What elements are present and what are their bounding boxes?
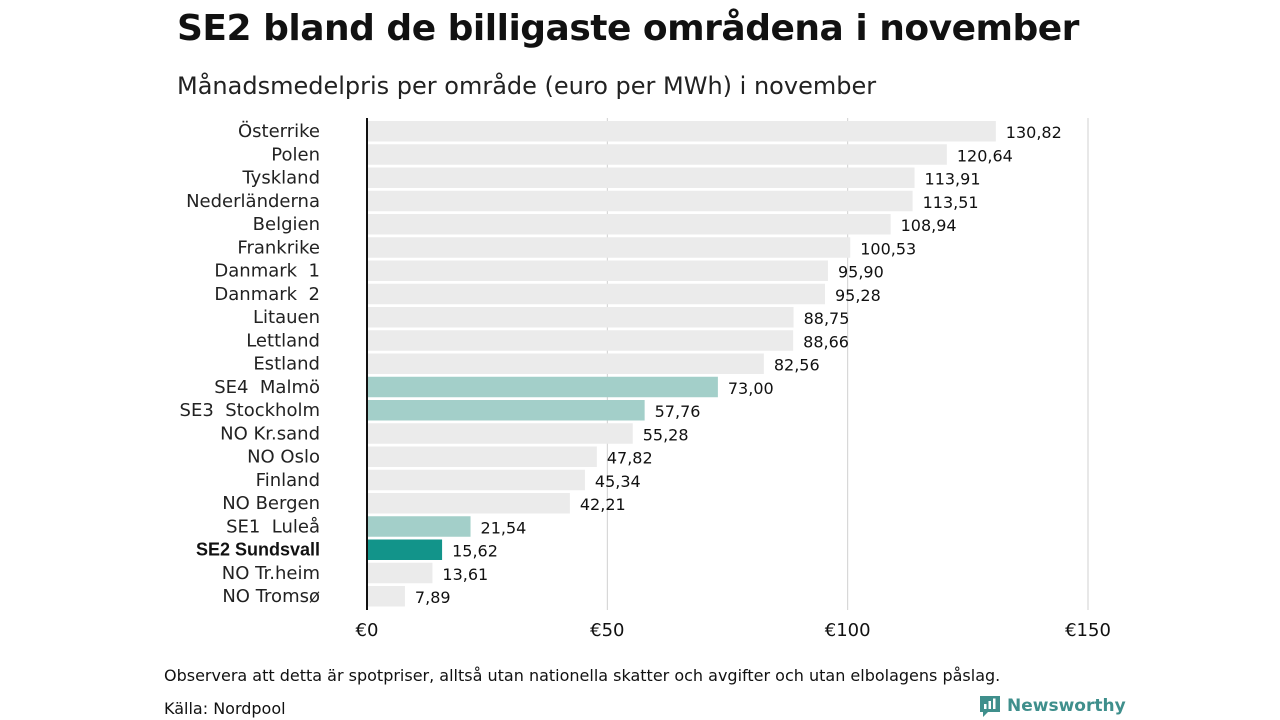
bar <box>367 330 794 351</box>
bar <box>367 167 915 188</box>
value-label: 42,21 <box>580 495 626 514</box>
value-label: 88,66 <box>803 332 849 351</box>
value-label: 95,28 <box>835 286 881 305</box>
bar <box>367 586 405 607</box>
x-tick-label: €150 <box>1065 620 1111 641</box>
chart-subtitle: Månadsmedelpris per område (euro per MWh… <box>177 72 877 100</box>
bar <box>367 423 633 444</box>
category-label: Finland <box>256 470 320 491</box>
category-label: Nederländerna <box>186 191 320 212</box>
bar <box>367 539 443 560</box>
value-label: 113,91 <box>925 170 981 189</box>
category-label: Tyskland <box>241 168 320 189</box>
category-label: Litauen <box>253 307 320 328</box>
value-label: 73,00 <box>728 379 774 398</box>
brand-name: Newsworthy <box>1007 696 1126 716</box>
value-label: 57,76 <box>655 402 701 421</box>
value-label: 7,89 <box>415 588 451 607</box>
bar <box>367 121 996 142</box>
category-label: NO Tromsø <box>222 586 320 607</box>
newsworthy-logo-icon <box>980 696 1000 717</box>
bar <box>367 144 947 165</box>
bar <box>367 283 825 305</box>
bar <box>367 469 585 491</box>
bar <box>367 353 764 374</box>
x-tick-label: €100 <box>825 620 871 641</box>
bar <box>367 376 718 398</box>
value-labels: 130,82 120,64 113,91 113,51 108,94 100,53 95,9… <box>415 123 1062 607</box>
category-label: NO Oslo <box>247 447 320 468</box>
value-label: 88,75 <box>804 309 850 328</box>
value-label: 130,82 <box>1006 123 1062 142</box>
category-label: SE2 Sundsvall <box>196 540 320 560</box>
bar <box>367 516 471 537</box>
category-label: Österrike <box>238 120 320 142</box>
bar <box>367 190 913 212</box>
chart-title: SE2 bland de billigaste områdena i novem… <box>177 8 1079 49</box>
category-label: Belgien <box>253 214 320 235</box>
category-label: Danmark 2 <box>214 284 320 305</box>
brand-logo: Newsworthy <box>979 694 1126 718</box>
category-label: Frankrike <box>237 237 320 258</box>
bar <box>367 400 645 421</box>
value-label: 45,34 <box>595 472 641 491</box>
bar <box>367 446 597 467</box>
bar <box>367 214 891 235</box>
value-label: 15,62 <box>452 542 498 561</box>
value-label: 13,61 <box>442 565 488 584</box>
category-label: Danmark 1 <box>214 261 320 282</box>
x-tick-label: €50 <box>590 620 624 641</box>
bar <box>367 493 570 514</box>
category-label: Estland <box>253 354 320 375</box>
category-label: SE3 Stockholm <box>180 400 320 421</box>
category-label: Lettland <box>246 330 320 351</box>
category-label: NO Kr.sand <box>220 423 320 444</box>
source-credit: Källa: Nordpool <box>164 699 286 718</box>
value-label: 47,82 <box>607 449 653 468</box>
footnote: Observera att detta är spotpriser, allts… <box>164 666 1001 685</box>
category-label: NO Tr.heim <box>222 563 320 584</box>
value-label: 113,51 <box>923 193 979 212</box>
value-label: 95,90 <box>838 263 884 282</box>
x-tick-label: €0 <box>356 620 379 641</box>
bar <box>367 260 828 281</box>
bar <box>367 307 794 328</box>
category-label: SE1 Luleå <box>226 516 320 537</box>
category-label: Polen <box>271 144 320 165</box>
value-label: 21,54 <box>481 518 527 537</box>
value-label: 120,64 <box>957 146 1013 165</box>
bar <box>367 562 433 584</box>
category-label: SE4 Malmö <box>214 377 320 398</box>
x-axis-ticks: €0 €50 €100 €150 <box>356 620 1111 641</box>
value-label: 55,28 <box>643 425 689 444</box>
value-label: 100,53 <box>860 239 916 258</box>
value-label: 82,56 <box>774 356 820 375</box>
value-label: 108,94 <box>901 216 957 235</box>
bar <box>367 237 851 258</box>
category-label: NO Bergen <box>222 493 320 514</box>
bars <box>367 121 996 607</box>
